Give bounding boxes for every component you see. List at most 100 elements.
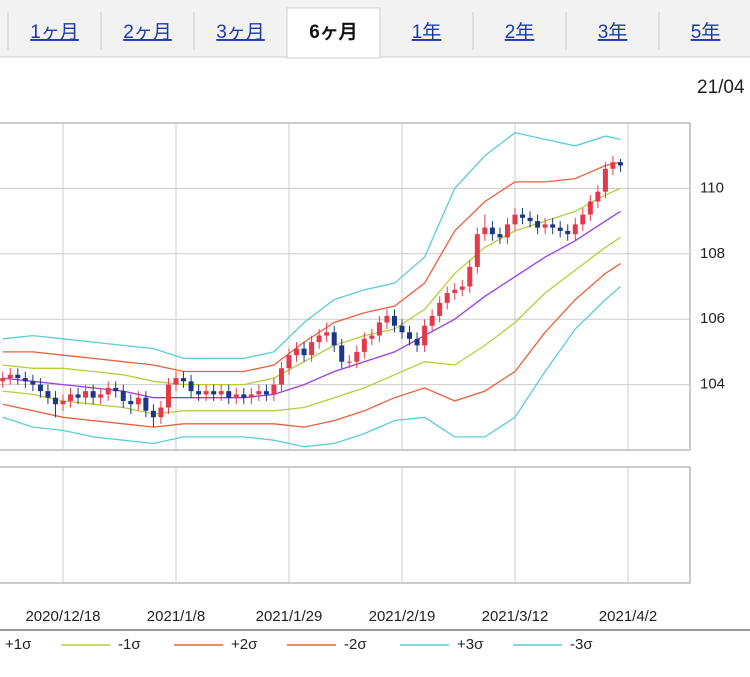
candle-body: [595, 191, 601, 202]
candle-body: [482, 227, 488, 235]
candle-body: [452, 289, 458, 294]
candle-body: [150, 410, 156, 418]
candle-body: [196, 391, 202, 395]
candle-body: [535, 221, 541, 228]
tab[interactable]: 3年: [598, 21, 628, 43]
candle-body: [68, 394, 74, 401]
tab[interactable]: 2年: [505, 21, 535, 43]
candle-body: [542, 224, 548, 228]
candle-body: [128, 400, 134, 405]
legend-label: -1σ: [118, 636, 141, 653]
candle-body: [165, 384, 171, 408]
candle-body: [489, 227, 495, 235]
candle-body: [376, 322, 382, 336]
band-line: [2, 210, 621, 399]
candle-body: [233, 394, 239, 398]
candle-body: [459, 286, 465, 290]
x-tick-label: 2021/2/19: [369, 608, 436, 625]
candle-body: [512, 214, 518, 225]
legend-label: +1σ: [5, 636, 32, 653]
candle-body: [83, 391, 89, 398]
y-tick-label: 106: [700, 310, 725, 327]
candle-body: [98, 394, 104, 398]
band-line: [2, 236, 621, 415]
plot-frame: [0, 122, 691, 451]
sub-panel-frame: [0, 466, 691, 584]
candle-body: [75, 394, 81, 398]
candle-body: [218, 391, 224, 395]
tab[interactable]: 1年: [412, 21, 442, 43]
candle-body: [324, 332, 330, 336]
candle-body: [467, 266, 473, 287]
candle-body: [45, 391, 51, 398]
legend-label: +3σ: [457, 636, 484, 653]
candle-body: [203, 391, 209, 395]
candle-body: [565, 230, 571, 235]
candle-body: [429, 315, 435, 326]
candle-body: [143, 397, 149, 411]
candle-body: [339, 345, 345, 362]
date-label: 21/04: [697, 77, 745, 98]
tab[interactable]: 2ヶ月: [123, 22, 172, 43]
candle-body: [572, 224, 578, 235]
candle-body: [580, 214, 586, 225]
candle-body: [0, 378, 6, 382]
candle-body: [105, 387, 111, 395]
candle-body: [520, 214, 526, 218]
candle-body: [294, 348, 300, 356]
candle-body: [617, 162, 623, 166]
candle-body: [30, 381, 36, 385]
candle-body: [158, 407, 164, 418]
x-tick-label: 2021/1/29: [256, 608, 323, 625]
legend-label: -2σ: [344, 636, 367, 653]
candle-body: [226, 391, 232, 398]
tab[interactable]: 3ヶ月: [216, 22, 265, 43]
tab[interactable]: 5年: [691, 21, 721, 43]
candle-body: [301, 348, 307, 356]
candle-body: [550, 224, 556, 228]
legend-label: +2σ: [231, 636, 258, 653]
candle-body: [391, 315, 397, 326]
x-tick-label: 2021/1/8: [147, 608, 205, 625]
candle-body: [497, 234, 503, 238]
candle-body: [37, 384, 43, 392]
candle-body: [437, 302, 443, 316]
band-line: [2, 132, 621, 360]
candle-body: [474, 234, 480, 267]
candle-body: [504, 224, 510, 238]
candle-body: [407, 332, 413, 339]
candle-body: [211, 391, 217, 395]
tab[interactable]: 1ヶ月: [30, 22, 79, 43]
candle-body: [331, 332, 337, 346]
candle-body: [369, 335, 375, 339]
candle-body: [602, 168, 608, 192]
candle-body: [610, 162, 616, 169]
candle-body: [422, 325, 428, 346]
candle-body: [278, 368, 284, 385]
candle-body: [527, 217, 533, 222]
candle-body: [52, 397, 58, 405]
candle-body: [60, 400, 66, 405]
candle-body: [444, 293, 450, 303]
candle-body: [241, 394, 247, 398]
x-tick-label: 2021/4/2: [599, 608, 657, 625]
candle-body: [286, 355, 292, 369]
band-line: [2, 263, 621, 428]
candle-body: [587, 201, 593, 215]
candle-body: [263, 391, 269, 395]
candle-body: [248, 394, 254, 398]
candle-body: [188, 381, 194, 392]
tab[interactable]: 6ヶ月: [309, 22, 358, 43]
x-tick-label: 2021/3/12: [482, 608, 549, 625]
candle-body: [90, 391, 96, 398]
candle-body: [346, 361, 352, 363]
legend-label: -3σ: [570, 636, 593, 653]
candle-body: [384, 315, 390, 323]
candle-body: [7, 374, 13, 379]
y-tick-label: 108: [700, 245, 725, 262]
candle-body: [135, 397, 141, 405]
candle-body: [354, 351, 360, 362]
candle-body: [361, 338, 367, 352]
candle-body: [15, 374, 21, 379]
